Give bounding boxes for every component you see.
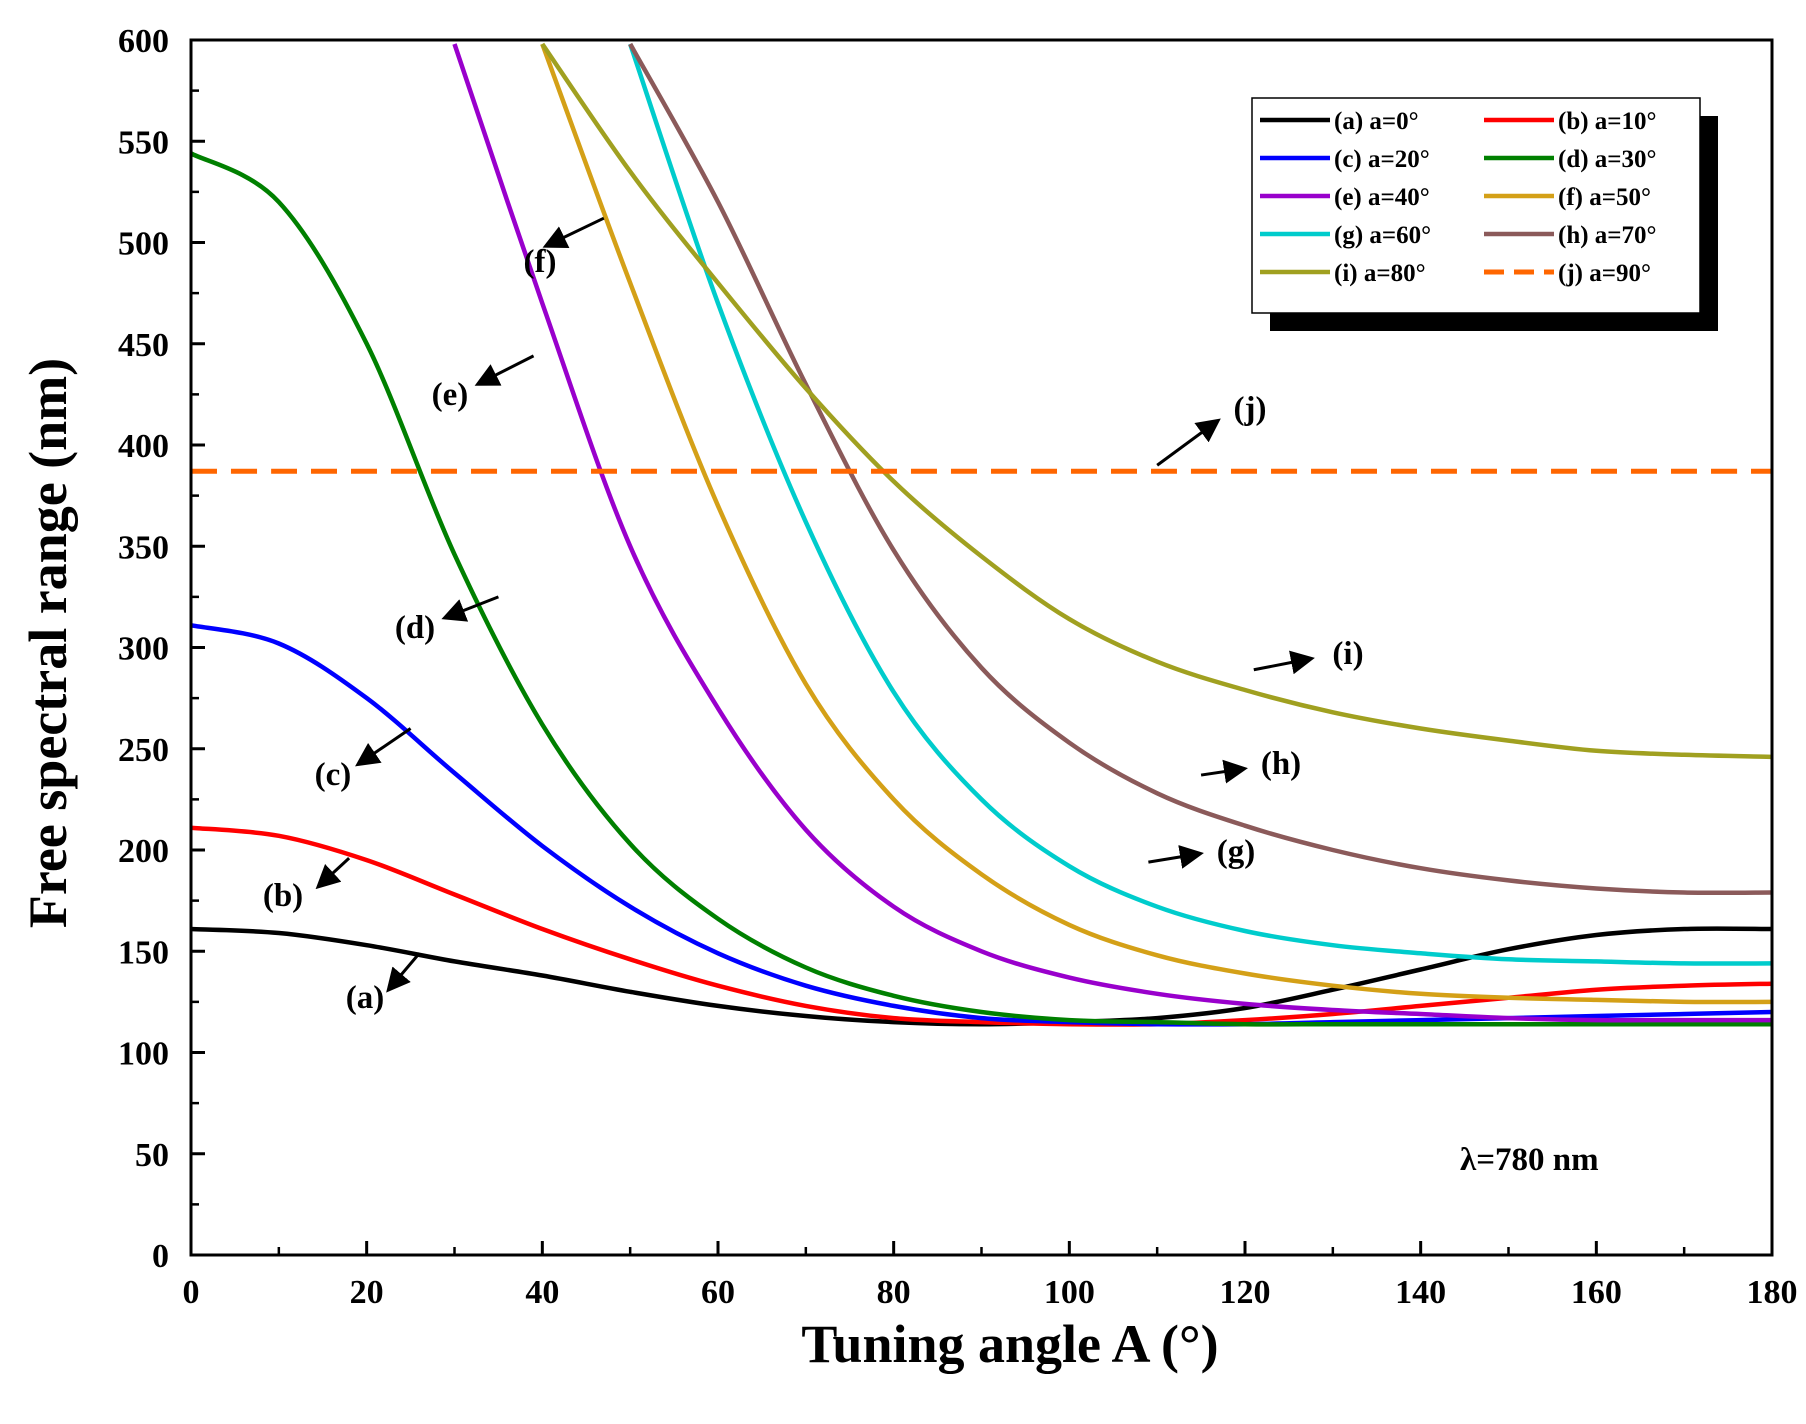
y-tick-label: 150 [118,934,169,971]
curve-label: (h) [1261,746,1301,782]
curve-label: (g) [1217,834,1255,870]
series-line-i [540,42,1772,760]
series-layer [191,42,1772,1027]
y-tick-label: 300 [118,631,169,668]
x-tick-label: 180 [1747,1274,1798,1311]
x-tick-label: 20 [350,1274,384,1311]
x-tick-label: 120 [1220,1274,1271,1311]
curve-label: (e) [432,377,469,413]
x-tick-label: 0 [183,1274,200,1311]
x-axis-title: Tuning angle A (°) [801,1314,1218,1374]
axes-layer: 0 20 40 60 80 100 120 140 160 180 0 50 100 150 200 250 3… [118,23,1798,1311]
series-line-e [452,43,1772,1023]
legend-label: (b) a=10° [1558,108,1657,135]
legend-label: (e) a=40° [1334,184,1430,211]
arrow [315,856,351,890]
arrow [542,216,605,249]
arrow [386,952,421,993]
legend-box [1251,97,1701,314]
legend-label: (d) a=30° [1558,146,1657,173]
arrow [474,354,535,386]
y-tick-label: 450 [118,327,169,364]
legend: (a) a=0° (b) a=10° (c) a=20° (d) a=30° (e) a… [1251,97,1718,331]
x-tick-label: 40 [525,1274,559,1311]
legend-label: (h) a=70° [1558,222,1657,249]
series-line-c [191,622,1772,1027]
legend-label: (c) a=20° [1334,146,1430,173]
y-tick-label: 250 [118,732,169,769]
legend-label: (j) a=90° [1558,260,1651,287]
y-tick-label: 0 [152,1238,169,1275]
curve-label: (b) [263,878,303,914]
wavelength-note: λ=780 nm [1460,1142,1599,1178]
legend-label: (i) a=80° [1334,260,1426,287]
y-tick-label: 400 [118,428,169,465]
x-tick-label: 80 [877,1274,911,1311]
arrow [1148,845,1204,869]
arrow [1253,650,1315,675]
y-axis-title: Free spectral range (nm) [18,358,78,928]
series-line-d [191,151,1772,1027]
y-tick-label: 600 [118,23,169,60]
y-tick-label: 50 [135,1137,169,1174]
legend-label: (f) a=50° [1558,184,1651,211]
y-tick-label: 200 [118,833,169,870]
annotation-layer: (a) (b) (c) (d) (e) (f) (g) (h) (i) (j) [263,216,1364,1016]
x-tick-label: 60 [701,1274,735,1311]
x-tick-label: 140 [1395,1274,1446,1311]
curve-label: (i) [1332,636,1363,672]
curve-label: (f) [524,244,557,280]
series-line-g [628,43,1772,966]
y-tick-label: 100 [118,1036,169,1073]
series-line-f [540,43,1772,1005]
y-tick-label: 500 [118,226,169,263]
y-tick-label: 550 [118,124,169,161]
arrow [1200,759,1248,784]
curve-label: (j) [1234,391,1267,427]
curve-label: (d) [395,610,435,646]
arrow [1156,418,1221,467]
series-line-h [628,42,1772,896]
legend-label: (a) a=0° [1334,108,1419,135]
x-tick-label: 100 [1044,1274,1095,1311]
legend-label: (g) a=60° [1334,222,1431,249]
y-tick-label: 350 [118,529,169,566]
curve-label: (c) [315,757,352,793]
arrow [441,595,499,622]
x-tick-label: 160 [1571,1274,1622,1311]
curve-label: (a) [346,980,384,1016]
arrow [355,727,412,767]
series-line-b [191,825,1772,1027]
